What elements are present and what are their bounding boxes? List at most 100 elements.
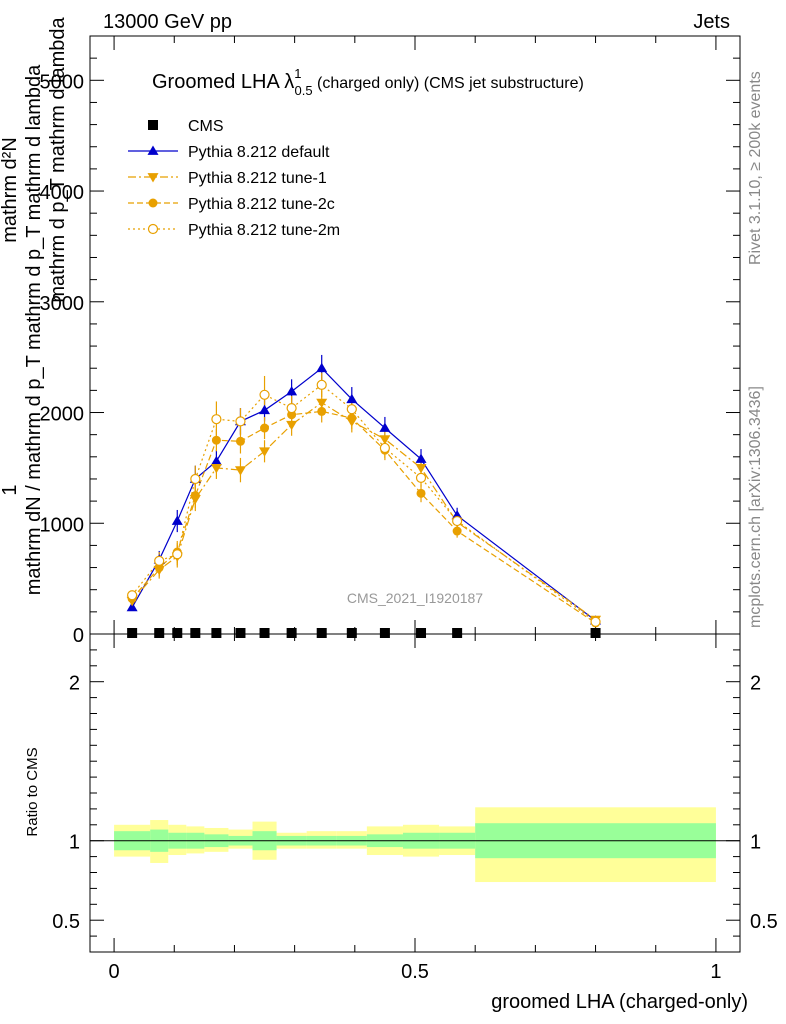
ratio-y-tick-label: 0.5: [52, 911, 80, 933]
y-tick-label: 0: [73, 625, 84, 647]
x-tick-label: 0: [109, 961, 120, 983]
cms-data-point: [316, 628, 327, 638]
mc-data-point: [286, 402, 297, 414]
ratio-y-tick-label-right: 2: [750, 673, 761, 695]
series-line-1: [131, 367, 596, 622]
cms-data-point: [346, 628, 357, 638]
mc-data-point: [259, 404, 271, 415]
mc-data-point: [210, 464, 222, 474]
mc-data-point: [235, 436, 245, 446]
analysis-watermark: CMS_2021_I1920187: [347, 590, 483, 606]
mc-data-point: [286, 420, 298, 431]
mc-data-point: [286, 385, 298, 396]
legend-marker: [148, 120, 158, 130]
y-axis-title: 1 mathrm dN / mathrm d p_T mathrm d p_T …: [0, 16, 69, 595]
header-left: 13000 GeV pp: [103, 11, 232, 33]
legend-marker: [147, 145, 159, 155]
ratio-y-title: Ratio to CMS: [24, 747, 41, 836]
legend: CMS Pythia 8.212 default Pythia 8.212 tune…: [128, 118, 340, 239]
mc-data-point: [416, 488, 426, 498]
mc-data-point: [210, 455, 222, 466]
legend-label: Pythia 8.212 tune-1: [188, 170, 327, 187]
cms-data-point: [259, 628, 270, 638]
y-tick-label: 1000: [40, 514, 85, 536]
ratio-y-tick-labels: 0.5 0.5 1 1 2 2: [52, 673, 778, 934]
y-tick-label: 4000: [40, 182, 85, 204]
cms-data-point: [590, 628, 601, 638]
cms-data-point: [211, 628, 222, 638]
mc-data-point: [127, 590, 138, 601]
mc-data-point: [346, 393, 358, 404]
ratio-plot-frame: [89, 633, 741, 953]
mc-data-point: [259, 389, 270, 400]
plot-title: Groomed LHA λ1 0.5 (charged only) (CMS je…: [152, 66, 584, 98]
series-lines: [131, 367, 596, 624]
mc-data-point: [190, 491, 200, 501]
mc-data-point: [379, 442, 391, 454]
legend-label: Pythia 8.212 tune-2c: [188, 196, 335, 213]
legend-marker: [148, 198, 158, 208]
cms-data-point: [154, 628, 165, 638]
cms-data-point: [379, 628, 390, 638]
mc-data-point: [316, 398, 328, 409]
header-right: Jets: [693, 11, 730, 33]
ratio-y-tick-label-right: 0.5: [750, 911, 778, 933]
mcplots-label: mcplots.cern.ch [arXiv:1306.3436]: [747, 386, 764, 628]
mc-data-point: [172, 549, 183, 560]
legend-label: Pythia 8.212 default: [188, 144, 330, 161]
mc-data-point: [211, 435, 221, 445]
series-line-2: [131, 401, 596, 621]
ratio-y-tick-label: 1: [69, 832, 80, 854]
y-title-upper: mathrm d²N: [0, 137, 21, 243]
cms-data-point: [452, 628, 463, 638]
mc-data-point: [346, 404, 357, 415]
y-title-numerator: 1: [0, 484, 21, 495]
ratio-y-tick-label: 2: [69, 673, 80, 695]
series-markers: [126, 362, 602, 638]
cms-data-point: [190, 628, 201, 638]
x-tick-label: 0.5: [401, 961, 429, 983]
mc-data-point: [415, 453, 427, 463]
x-tick-label: 1: [710, 961, 721, 983]
x-axis-title: groomed LHA (charged-only): [491, 991, 748, 1013]
mc-data-point: [259, 447, 271, 457]
title-sup: 1: [294, 66, 301, 81]
cms-data-point: [416, 628, 427, 638]
ratio-uncertainty-bands: [114, 807, 716, 883]
cms-data-point: [127, 628, 138, 638]
mc-data-point: [452, 526, 462, 536]
cms-data-point: [172, 628, 183, 638]
mc-data-point: [347, 413, 357, 423]
legend-label: Pythia 8.212 tune-2m: [188, 222, 340, 239]
y-tick-label: 2000: [40, 404, 85, 426]
mc-data-point: [415, 464, 427, 474]
mc-data-point: [379, 435, 391, 445]
legend-marker: [147, 223, 159, 235]
title-rest: (charged only) (CMS jet substructure): [313, 75, 584, 92]
mc-data-point: [171, 515, 183, 525]
mc-data-point: [590, 616, 601, 627]
mc-data-point: [316, 362, 328, 373]
mc-data-point: [452, 515, 463, 527]
mc-data-point: [190, 473, 201, 485]
rivet-version-label: Rivet 3.1.10, ≥ 200k events: [747, 71, 764, 265]
series-line-4: [131, 384, 596, 623]
mc-data-point: [260, 423, 270, 433]
y-tick-label: 5000: [40, 71, 85, 93]
mc-data-point: [415, 472, 427, 483]
mc-data-point: [234, 466, 246, 476]
cms-data-point: [286, 628, 297, 638]
title-lambda: λ: [284, 71, 294, 93]
mc-data-point: [126, 601, 138, 612]
y-tick-label: 3000: [40, 293, 85, 315]
y-title-upper2: mathrm d p_T mathrm d lambda: [47, 16, 69, 302]
y-title-denominator: mathrm dN / mathrm d p_T mathrm d p_T ma…: [23, 64, 45, 595]
mc-data-point: [154, 555, 165, 567]
mc-data-point: [317, 406, 327, 416]
mc-data-point: [211, 414, 222, 425]
mc-data-point: [235, 416, 246, 427]
cms-data-point: [235, 628, 246, 638]
series-line-3: [131, 410, 596, 624]
title-main: Groomed LHA: [152, 71, 284, 93]
